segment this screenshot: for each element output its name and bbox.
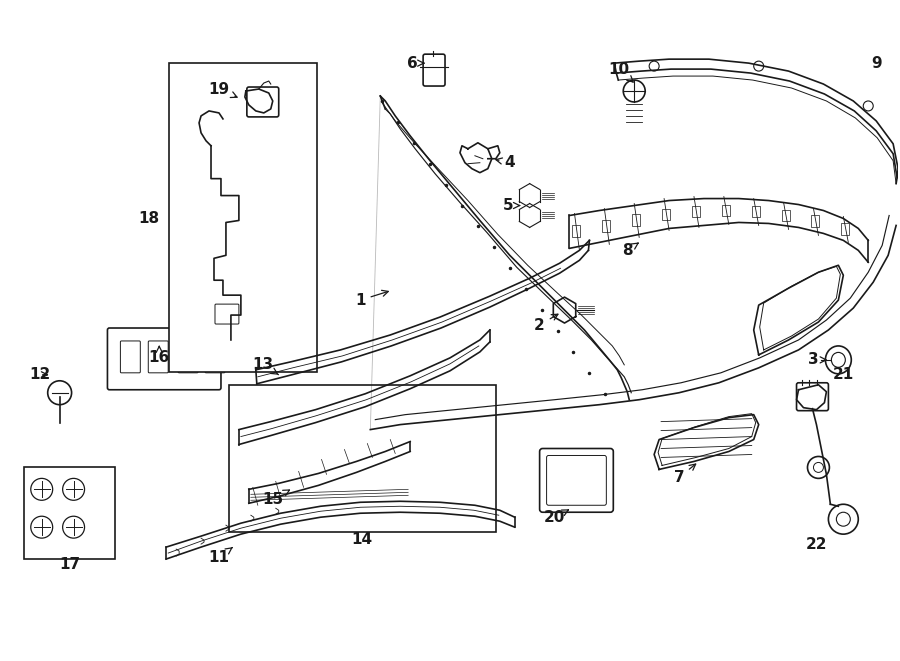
FancyBboxPatch shape [602,221,610,233]
Circle shape [31,479,53,500]
Text: 7: 7 [674,464,696,485]
Circle shape [836,512,850,526]
FancyBboxPatch shape [148,341,168,373]
Text: 2: 2 [535,314,558,332]
Ellipse shape [825,346,851,374]
Circle shape [753,61,764,71]
Text: 21: 21 [832,368,854,382]
Text: 19: 19 [209,81,237,98]
Text: 10: 10 [608,61,634,82]
FancyBboxPatch shape [205,341,225,373]
FancyBboxPatch shape [692,206,700,217]
Circle shape [649,61,659,71]
Text: 15: 15 [262,490,290,507]
Circle shape [63,516,85,538]
FancyBboxPatch shape [229,385,496,532]
Circle shape [253,95,265,107]
FancyBboxPatch shape [842,223,850,235]
Text: 6: 6 [407,56,424,71]
Text: 11: 11 [209,547,232,564]
Text: 13: 13 [252,358,278,375]
Text: 9: 9 [871,56,881,71]
FancyBboxPatch shape [121,341,140,373]
FancyBboxPatch shape [572,225,580,237]
FancyBboxPatch shape [722,204,730,217]
Circle shape [807,457,830,479]
Text: 12: 12 [29,368,50,382]
Text: 4: 4 [496,155,515,171]
Circle shape [624,80,645,102]
FancyBboxPatch shape [169,63,317,372]
Circle shape [863,101,873,111]
FancyBboxPatch shape [781,210,789,221]
FancyBboxPatch shape [178,341,198,373]
Ellipse shape [832,352,845,368]
FancyBboxPatch shape [796,383,828,410]
Circle shape [63,479,85,500]
FancyBboxPatch shape [247,87,279,117]
FancyBboxPatch shape [423,54,445,86]
FancyBboxPatch shape [546,455,607,505]
Text: 16: 16 [148,346,170,366]
Circle shape [48,381,72,405]
Circle shape [828,504,859,534]
Circle shape [814,463,824,473]
FancyBboxPatch shape [540,449,613,512]
Circle shape [31,516,53,538]
Text: 22: 22 [806,537,827,551]
FancyBboxPatch shape [752,206,760,217]
Text: 14: 14 [352,531,373,547]
FancyBboxPatch shape [107,328,221,390]
FancyBboxPatch shape [23,467,115,559]
Text: 18: 18 [139,211,160,226]
Text: 1: 1 [356,290,388,307]
FancyBboxPatch shape [632,214,640,227]
Text: 20: 20 [544,510,569,525]
FancyBboxPatch shape [812,215,819,227]
Text: 17: 17 [59,557,80,572]
FancyBboxPatch shape [662,208,670,221]
Text: 8: 8 [622,243,638,258]
Text: 5: 5 [502,198,519,213]
FancyBboxPatch shape [215,304,238,324]
Text: 3: 3 [808,352,826,368]
